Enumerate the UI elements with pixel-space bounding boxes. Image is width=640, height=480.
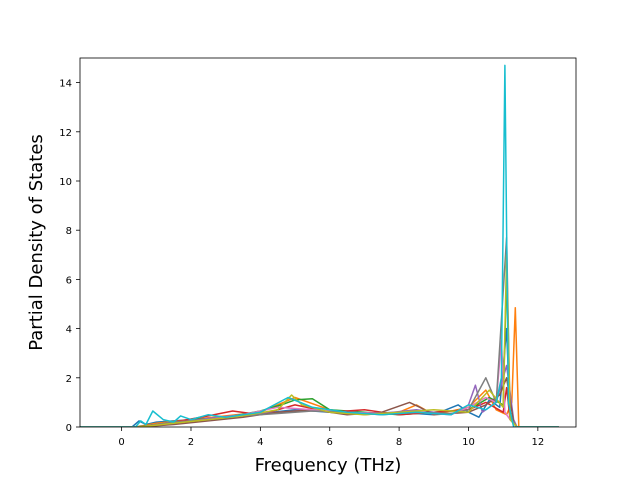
x-axis-title: Frequency (THz) [255,455,402,476]
x-axis: 0 2 4 6 8 10 12 [118,427,544,448]
y-tick-label: 4 [66,325,72,336]
y-tick-label: 10 [59,177,72,188]
series-line-5 [80,364,559,427]
x-tick-label: 8 [396,437,402,448]
x-tick-label: 12 [531,437,544,448]
series-layer [80,64,559,427]
x-tick-label: 0 [118,437,124,448]
x-tick-label: 4 [257,437,263,448]
series-line-6 [80,377,559,427]
y-tick-label: 0 [66,423,72,434]
x-tick-label: 6 [327,437,333,448]
y-axis: 0 2 4 6 8 10 12 14 [59,79,80,434]
y-tick-label: 12 [59,128,72,139]
x-tick-label: 2 [188,437,194,448]
y-axis-title: Partial Density of States [26,134,47,351]
plot-background [80,58,576,427]
y-tick-label: 14 [59,79,72,90]
plot-frame [79,57,577,428]
y-tick-label: 8 [66,226,72,237]
y-tick-label: 2 [66,374,72,385]
y-tick-label: 6 [66,275,72,286]
x-tick-label: 10 [462,437,475,448]
series-line-10 [80,64,559,427]
